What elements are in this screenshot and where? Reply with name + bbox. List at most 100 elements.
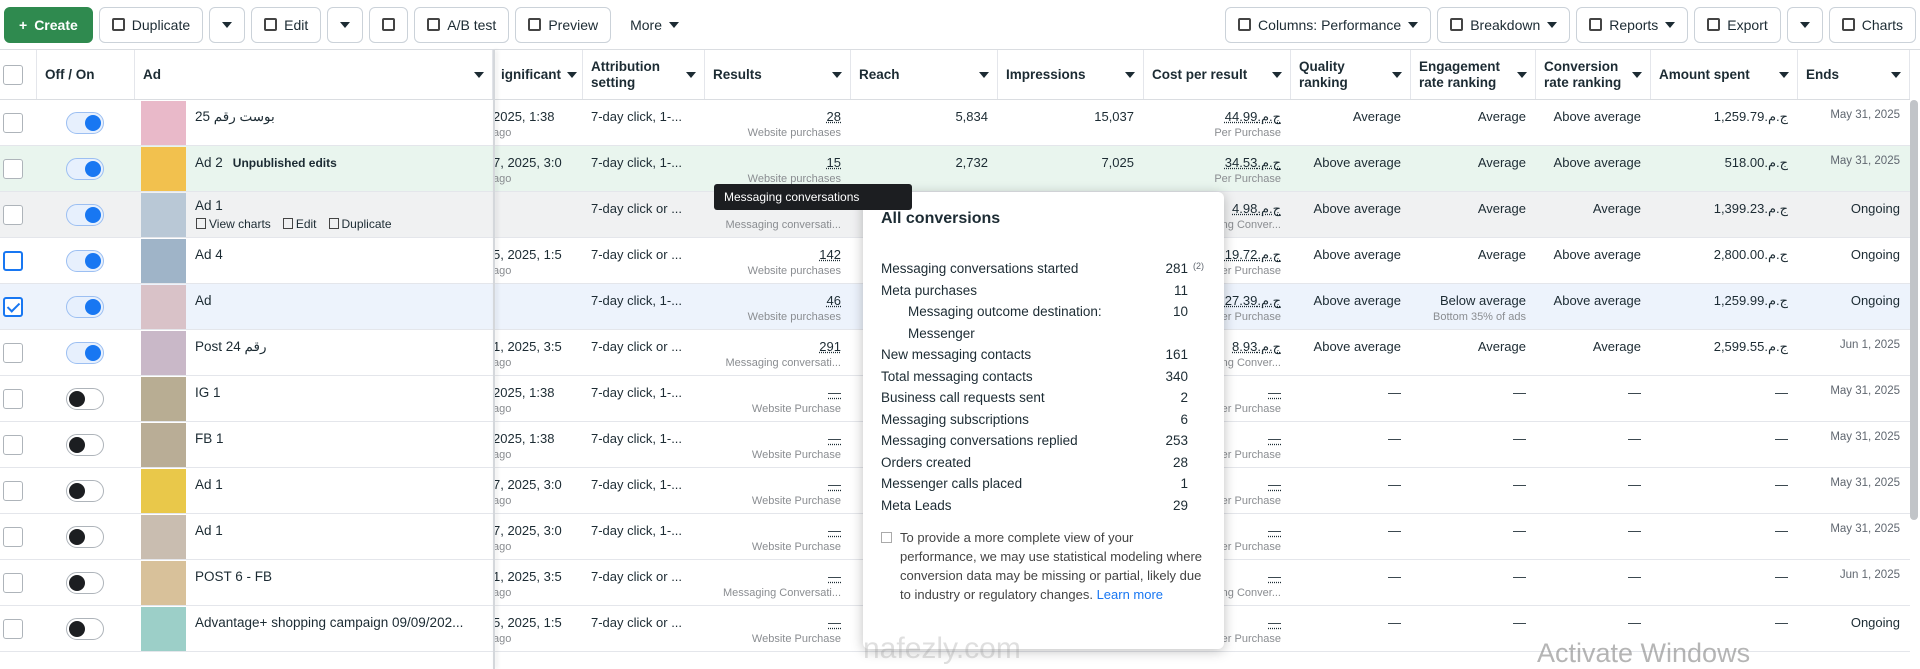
ad-name[interactable]: Ad 1 — [195, 477, 223, 492]
ad-row[interactable]: بوست رقم 25 2025, 1:38 ago 7-day click, 1-.… — [0, 100, 1910, 146]
delivery-toggle[interactable] — [66, 158, 104, 180]
column-header[interactable]: Attribution setting — [583, 50, 705, 100]
more-button[interactable]: More — [617, 6, 693, 43]
ad-thumbnail — [141, 285, 186, 329]
conversion-item: Business call requests sent 2 — [881, 387, 1208, 409]
ad-name[interactable]: FB 1 — [195, 431, 224, 446]
edit-button[interactable]: Edit — [251, 6, 322, 43]
row-checkbox[interactable] — [3, 619, 23, 639]
delivery-toggle[interactable] — [66, 250, 104, 272]
ad-name[interactable]: Ad 4 — [195, 247, 223, 262]
amount-cell: — — [1775, 431, 1788, 446]
edit-menu[interactable] — [327, 6, 364, 43]
column-header[interactable]: Impressions — [998, 50, 1144, 100]
row-checkbox[interactable] — [3, 573, 23, 593]
ab-test-button[interactable]: A/B test — [414, 6, 510, 43]
duplicate-button[interactable]: Duplicate — [98, 6, 204, 43]
row-action[interactable]: Edit — [283, 217, 317, 231]
date-cell: 2025, 1:38 — [493, 109, 555, 124]
quality-cell: — — [1388, 615, 1401, 630]
delivery-toggle[interactable] — [66, 204, 104, 226]
column-header[interactable]: Conversion rate ranking — [1536, 50, 1651, 100]
item-value: 1 — [1180, 476, 1188, 491]
ad-name-text: Ad 1 — [195, 198, 223, 213]
cost-cell: — — [1268, 615, 1281, 630]
ad-name[interactable]: IG 1 — [195, 385, 221, 400]
ad-row[interactable]: Ad 2 Unpublished edits 7, 2025, 3:0 ago 7-da… — [0, 146, 1910, 192]
conversion-cell: Average — [1592, 201, 1641, 216]
row-checkbox[interactable] — [3, 389, 23, 409]
ad-name[interactable]: Ad — [195, 293, 212, 308]
delivery-toggle[interactable] — [66, 572, 104, 594]
delivery-toggle[interactable] — [66, 434, 104, 456]
row-action[interactable]: View charts — [196, 217, 271, 231]
select-all-checkbox[interactable] — [3, 65, 23, 85]
reports-button[interactable]: Reports — [1576, 6, 1689, 43]
ad-name[interactable]: Post 24 رقم — [195, 339, 267, 355]
column-header[interactable]: Engagement rate ranking — [1411, 50, 1536, 100]
label: Create — [34, 16, 78, 33]
ends-cell: May 31, 2025 — [1830, 109, 1900, 121]
item-value: 6 — [1180, 411, 1188, 427]
row-checkbox[interactable] — [3, 297, 23, 317]
preview-button[interactable]: Preview — [515, 6, 612, 43]
column-header[interactable]: Ad — [135, 50, 493, 100]
learn-more-link[interactable]: Learn more — [1096, 587, 1164, 602]
delivery-toggle[interactable] — [66, 342, 104, 364]
ends-cell: Jun 1, 2025 — [1839, 339, 1900, 351]
amount-cell: ج.م.2,599.55 — [1713, 339, 1788, 354]
delivery-toggle[interactable] — [66, 526, 104, 548]
amount-cell: ج.م.2,800.00 — [1713, 247, 1788, 262]
ad-name[interactable]: Ad 1 — [195, 523, 223, 538]
delivery-toggle[interactable] — [66, 480, 104, 502]
ad-name[interactable]: Advantage+ shopping campaign 09/09/202..… — [195, 615, 463, 630]
row-checkbox[interactable] — [3, 113, 23, 133]
quality-cell: — — [1388, 385, 1401, 400]
attribution-cell: 7-day click or ... — [591, 201, 683, 216]
column-header[interactable]: ignificant — [493, 50, 583, 100]
scrollbar[interactable] — [1910, 100, 1918, 520]
column-header[interactable]: Quality ranking — [1291, 50, 1411, 100]
quality-cell: Above average — [1313, 155, 1401, 170]
delivery-toggle[interactable] — [66, 618, 104, 640]
row-checkbox[interactable] — [3, 527, 23, 547]
row-checkbox[interactable] — [3, 343, 23, 363]
engagement-cell: — — [1513, 523, 1526, 538]
column-header[interactable]: Reach — [851, 50, 998, 100]
column-header[interactable]: Results — [705, 50, 851, 100]
item-label: Meta purchases — [881, 282, 978, 298]
delivery-toggle[interactable] — [66, 296, 104, 318]
row-checkbox[interactable] — [3, 435, 23, 455]
duplicate-menu[interactable] — [209, 6, 246, 43]
delete-button[interactable] — [369, 6, 409, 43]
engagement-cell: Average — [1477, 201, 1526, 216]
column-header[interactable]: Amount spent — [1651, 50, 1798, 100]
conversion-item: Messenger calls placed 1 — [881, 473, 1208, 495]
ad-name[interactable]: Ad 1 — [195, 198, 223, 213]
quality-cell: Above average — [1313, 339, 1401, 354]
row-checkbox[interactable] — [3, 159, 23, 179]
charts-button[interactable]: Charts — [1828, 6, 1916, 43]
export-menu[interactable] — [1786, 6, 1823, 43]
delivery-toggle[interactable] — [66, 112, 104, 134]
ad-name-text: Ad — [195, 293, 212, 308]
create-button[interactable]: + Create — [4, 6, 93, 43]
ad-name[interactable]: بوست رقم 25 — [195, 109, 275, 125]
row-checkbox[interactable] — [3, 251, 23, 271]
row-checkbox[interactable] — [3, 481, 23, 501]
header-label: Engagement rate ranking — [1419, 59, 1501, 90]
ad-name[interactable]: Ad 2 Unpublished edits — [195, 155, 337, 170]
export-button[interactable]: Export — [1694, 6, 1781, 43]
row-action[interactable]: Duplicate — [329, 217, 392, 231]
ad-name[interactable]: POST 6 - FB — [195, 569, 272, 584]
column-header[interactable]: Cost per result — [1144, 50, 1291, 100]
delivery-toggle[interactable] — [66, 388, 104, 410]
columns-button[interactable]: Columns: Performance — [1225, 6, 1432, 43]
item-value: 281 (2) — [1150, 258, 1208, 280]
column-header[interactable]: Off / On — [37, 50, 135, 100]
date-cell: 7, 2025, 3:0 — [493, 155, 562, 170]
breakdown-button[interactable]: Breakdown — [1437, 6, 1571, 43]
column-header[interactable]: Ends — [1798, 50, 1910, 100]
row-checkbox[interactable] — [3, 205, 23, 225]
engagement-cell: — — [1513, 615, 1526, 630]
